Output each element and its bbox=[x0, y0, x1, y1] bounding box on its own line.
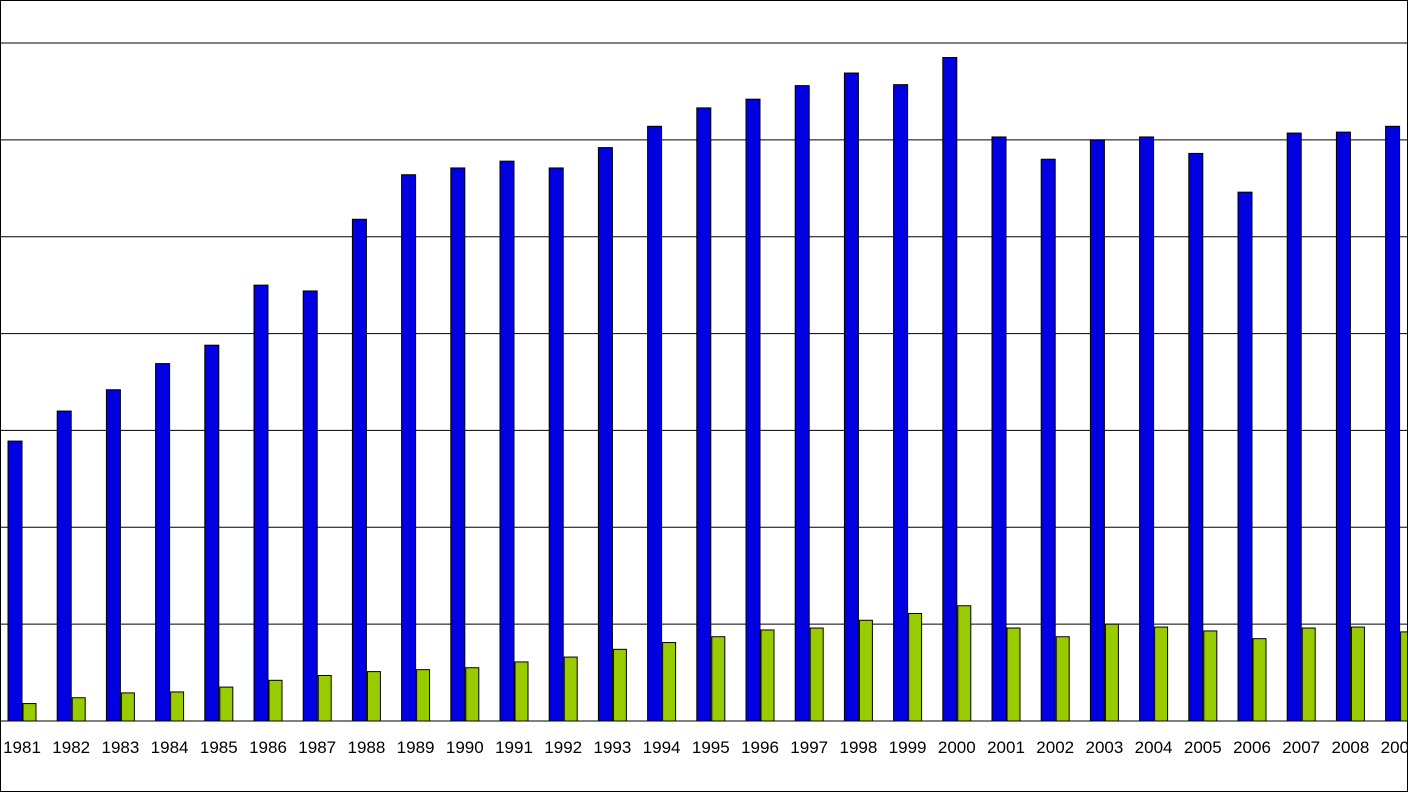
x-tick-label-1982: 1982 bbox=[52, 738, 90, 757]
x-tick-label-1991: 1991 bbox=[495, 738, 533, 757]
x-tick-label-2008: 2008 bbox=[1331, 738, 1369, 757]
x-tick-label-1986: 1986 bbox=[249, 738, 287, 757]
x-tick-label-1990: 1990 bbox=[446, 738, 484, 757]
bar-series2-2009 bbox=[1400, 631, 1407, 722]
x-tick-label-2006: 2006 bbox=[1233, 738, 1271, 757]
bar-series2-1985 bbox=[219, 686, 234, 722]
bars bbox=[7, 57, 1407, 722]
bar-series2-1981 bbox=[22, 703, 37, 722]
bar-series2-1988 bbox=[366, 671, 381, 722]
x-tick-label-1989: 1989 bbox=[397, 738, 435, 757]
x-tick-label-1999: 1999 bbox=[889, 738, 927, 757]
bar-series2-2001 bbox=[1006, 627, 1021, 722]
x-tick-label-2003: 2003 bbox=[1085, 738, 1123, 757]
x-tick-label-2007: 2007 bbox=[1282, 738, 1320, 757]
bar-series1-1987 bbox=[302, 290, 318, 722]
x-tick-label-1992: 1992 bbox=[544, 738, 582, 757]
x-tick-label-1988: 1988 bbox=[347, 738, 385, 757]
bar-series1-1997 bbox=[794, 85, 810, 722]
bar-series2-1990 bbox=[465, 667, 480, 722]
bar-series2-2000 bbox=[957, 605, 972, 722]
bar-series1-1981 bbox=[7, 440, 23, 722]
bar-series2-1986 bbox=[268, 679, 283, 722]
bar-series1-2008 bbox=[1335, 131, 1351, 722]
bar-series2-1987 bbox=[317, 674, 332, 722]
bar-series1-1989 bbox=[401, 174, 417, 722]
bar-series1-2003 bbox=[1089, 139, 1105, 722]
bar-series1-2005 bbox=[1188, 152, 1204, 722]
bar-series1-2002 bbox=[1040, 158, 1056, 722]
bar-series1-1984 bbox=[155, 363, 171, 722]
x-tick-label-1983: 1983 bbox=[101, 738, 139, 757]
bar-series2-1992 bbox=[563, 656, 578, 722]
x-tick-label-1995: 1995 bbox=[692, 738, 730, 757]
x-tick-label-1993: 1993 bbox=[593, 738, 631, 757]
bar-series1-1986 bbox=[253, 284, 269, 722]
bar-series2-2003 bbox=[1104, 623, 1119, 722]
bar-series2-1989 bbox=[416, 669, 431, 722]
x-tick-label-1994: 1994 bbox=[643, 738, 681, 757]
bar-series1-1998 bbox=[843, 72, 859, 722]
bar-series1-1985 bbox=[204, 344, 220, 722]
bar-series2-2008 bbox=[1350, 626, 1365, 722]
x-tick-label-1985: 1985 bbox=[200, 738, 238, 757]
bar-series2-2007 bbox=[1301, 627, 1316, 722]
bar-series1-2007 bbox=[1286, 132, 1302, 722]
bar-series2-1994 bbox=[662, 642, 677, 722]
bar-series2-1996 bbox=[760, 629, 775, 722]
x-tick-label-1984: 1984 bbox=[151, 738, 189, 757]
bar-series2-1993 bbox=[612, 648, 627, 722]
bar-series1-2004 bbox=[1139, 136, 1155, 722]
bar-series1-2000 bbox=[942, 57, 958, 722]
bar-series2-2002 bbox=[1055, 636, 1070, 722]
x-tick-label-2002: 2002 bbox=[1036, 738, 1074, 757]
x-tick-label-2009: 2009 bbox=[1381, 738, 1407, 757]
x-tick-label-1998: 1998 bbox=[839, 738, 877, 757]
bar-series1-1982 bbox=[56, 410, 72, 722]
bar-series1-1999 bbox=[893, 84, 909, 722]
x-tick-label-2004: 2004 bbox=[1135, 738, 1173, 757]
bar-series2-1997 bbox=[809, 627, 824, 722]
bar-series1-1990 bbox=[450, 167, 466, 722]
x-tick-labels: 1981 1982 1983 1984 1985 1986 1987 1988 1989 1990… bbox=[3, 738, 1407, 757]
bar-series1-2006 bbox=[1237, 191, 1253, 722]
x-tick-label-1996: 1996 bbox=[741, 738, 779, 757]
bar-series2-1983 bbox=[120, 692, 135, 722]
bar-series1-1988 bbox=[351, 218, 367, 722]
bar-series1-1991 bbox=[499, 160, 515, 722]
bar-series2-1995 bbox=[711, 636, 726, 722]
x-tick-label-1987: 1987 bbox=[298, 738, 336, 757]
bar-series2-1984 bbox=[170, 691, 185, 722]
bar-series1-1996 bbox=[745, 98, 761, 722]
bar-series2-1982 bbox=[71, 697, 86, 722]
bar-series2-2006 bbox=[1252, 638, 1267, 722]
bar-series2-2005 bbox=[1203, 630, 1218, 722]
bar-series2-1999 bbox=[908, 612, 923, 722]
bar-series1-1992 bbox=[548, 167, 564, 722]
x-tick-label-1997: 1997 bbox=[790, 738, 828, 757]
bar-series1-1995 bbox=[696, 107, 712, 722]
x-tick-label-2000: 2000 bbox=[938, 738, 976, 757]
bar-series2-2004 bbox=[1154, 626, 1169, 722]
bar-series1-2009 bbox=[1385, 125, 1401, 722]
bar-series1-2001 bbox=[991, 136, 1007, 722]
bar-series1-1994 bbox=[647, 125, 663, 722]
bar-series2-1998 bbox=[858, 619, 873, 722]
bar-series2-1991 bbox=[514, 661, 529, 722]
bar-series1-1983 bbox=[105, 389, 121, 722]
x-tick-label-2001: 2001 bbox=[987, 738, 1025, 757]
bar-series1-1993 bbox=[597, 147, 613, 722]
x-tick-label-1981: 1981 bbox=[3, 738, 41, 757]
x-tick-label-2005: 2005 bbox=[1184, 738, 1222, 757]
